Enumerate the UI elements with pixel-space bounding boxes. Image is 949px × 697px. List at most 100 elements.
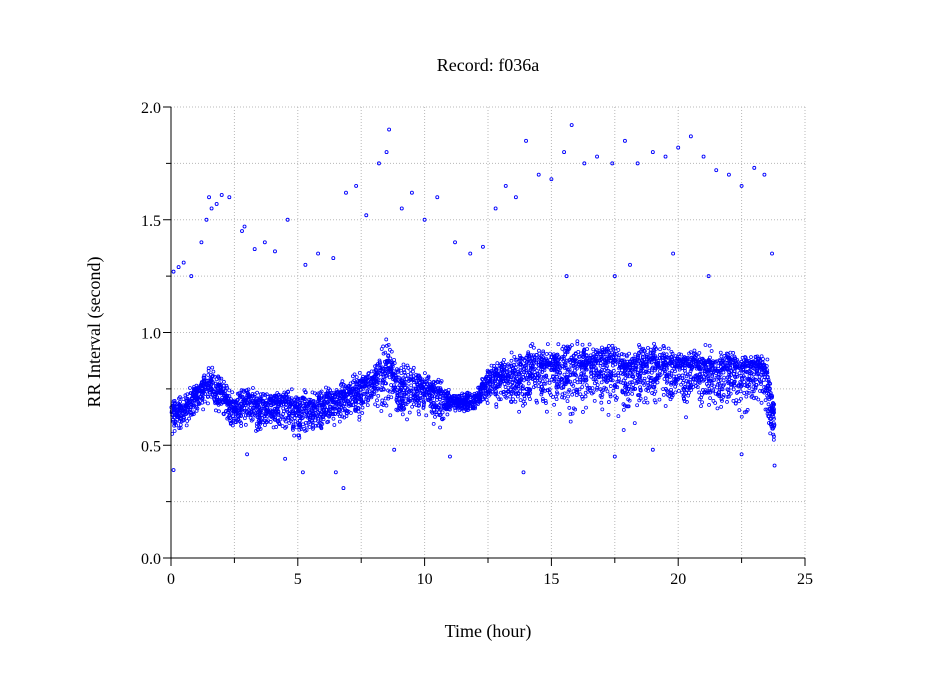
data-point [715, 406, 720, 411]
data-point [182, 408, 187, 413]
data-point [184, 423, 189, 428]
data-point [636, 353, 641, 358]
data-point [732, 369, 737, 374]
data-point [664, 363, 668, 368]
outlier-point [663, 154, 668, 159]
data-point [537, 348, 541, 353]
data-point [594, 387, 599, 392]
data-point [633, 352, 638, 357]
data-point [400, 383, 405, 388]
x-tick-label: 15 [543, 571, 559, 588]
data-point [632, 421, 637, 426]
data-point [359, 393, 364, 398]
data-point [643, 370, 648, 375]
data-point [172, 398, 177, 403]
data-point [526, 350, 531, 355]
data-point [688, 350, 693, 355]
data-point [410, 404, 415, 409]
data-point [694, 364, 699, 369]
data-point [181, 417, 186, 422]
data-point [283, 425, 288, 430]
data-point [531, 363, 535, 368]
data-point [584, 405, 588, 410]
data-point [497, 397, 502, 402]
data-point [315, 414, 320, 419]
data-point [715, 385, 719, 390]
data-point [355, 382, 360, 386]
data-point [653, 400, 658, 405]
data-point [438, 397, 442, 402]
data-point [717, 381, 722, 386]
data-point [664, 380, 669, 385]
data-point [401, 407, 406, 412]
data-point [229, 421, 233, 425]
data-point [495, 394, 500, 399]
data-point [651, 385, 656, 390]
data-point [718, 372, 723, 377]
data-point [626, 404, 631, 409]
data-point [386, 354, 390, 358]
data-point [758, 362, 763, 367]
outlier-point [752, 165, 757, 170]
data-point [236, 417, 241, 422]
outlier-point [772, 463, 777, 468]
data-point [591, 364, 596, 368]
data-point [591, 373, 596, 378]
outlier-point [622, 138, 627, 143]
data-point [551, 375, 555, 380]
data-point [357, 414, 362, 419]
data-point [584, 383, 589, 388]
data-point [628, 370, 633, 375]
data-point [722, 366, 727, 370]
data-point [528, 359, 532, 363]
data-point [337, 419, 342, 424]
data-point [577, 354, 582, 359]
data-point [250, 393, 254, 398]
data-point [706, 378, 711, 383]
data-point [717, 376, 722, 380]
x-tick-label: 10 [417, 571, 433, 588]
data-point [533, 384, 538, 388]
data-point [373, 386, 377, 390]
data-point [399, 388, 403, 392]
data-point [574, 366, 579, 371]
data-point [608, 369, 613, 374]
data-point [431, 400, 436, 405]
data-point [501, 392, 506, 397]
data-point [640, 355, 645, 360]
data-point [430, 410, 435, 415]
data-point [225, 385, 229, 390]
data-point [729, 382, 733, 387]
data-point [369, 393, 374, 398]
data-point [255, 390, 260, 395]
data-point [354, 375, 359, 379]
data-point [683, 358, 688, 363]
data-point [198, 389, 202, 394]
data-point [587, 342, 592, 347]
data-point [626, 391, 631, 396]
data-point [404, 383, 409, 388]
data-point [411, 365, 416, 370]
data-point [463, 398, 468, 403]
data-point [751, 389, 756, 394]
data-point [673, 354, 678, 359]
data-point [285, 407, 289, 412]
data-point [373, 402, 378, 407]
outlier-point [181, 260, 186, 265]
data-point [584, 353, 589, 357]
data-point [702, 374, 707, 379]
data-point [369, 369, 374, 374]
data-point [304, 420, 308, 425]
outlier-point [650, 150, 655, 155]
data-point [713, 401, 718, 405]
outlier-point [354, 183, 359, 188]
data-point [741, 369, 746, 374]
data-point [230, 390, 235, 395]
data-point [634, 365, 639, 370]
data-point [172, 429, 177, 433]
data-point [210, 365, 215, 370]
data-point [533, 381, 537, 385]
data-point [237, 404, 242, 408]
data-point [397, 395, 402, 400]
data-point [689, 364, 693, 368]
